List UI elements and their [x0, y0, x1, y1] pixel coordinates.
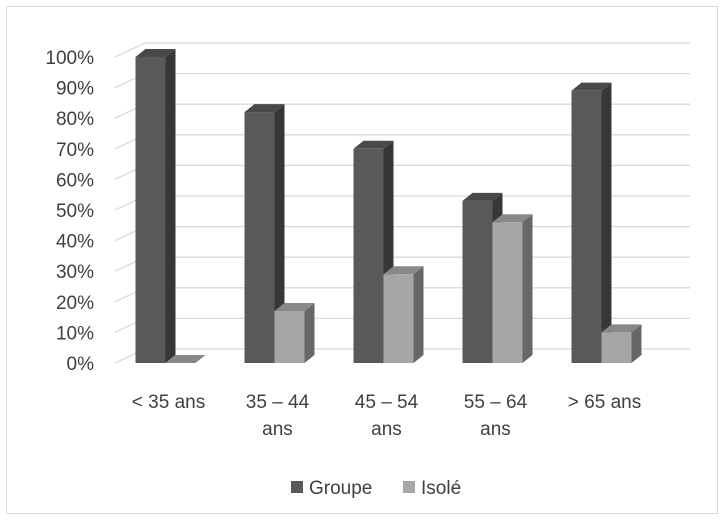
x-tick-label: 35 – 44	[246, 392, 310, 413]
bar-groupe-0	[135, 49, 176, 363]
y-tick-label: 90%	[56, 79, 94, 100]
legend-swatch	[403, 481, 415, 493]
gridline	[114, 42, 690, 58]
y-tick-label: 60%	[56, 170, 94, 191]
x-tick-label: 55 – 64	[464, 392, 528, 413]
y-tick-label: 70%	[56, 140, 94, 161]
bars	[135, 49, 642, 363]
bar-groupe-4	[571, 82, 612, 363]
bar-groupe-2	[353, 140, 394, 363]
y-tick-label: 20%	[56, 293, 94, 314]
y-tick-label: 80%	[56, 109, 94, 130]
legend-swatch	[291, 481, 303, 493]
x-tick-label: 45 – 54	[355, 392, 419, 413]
y-tick-label: 30%	[56, 262, 94, 283]
bar-groupe-1	[244, 104, 285, 363]
x-tick-label: ans	[371, 419, 402, 440]
legend: Groupe Isolé	[291, 478, 461, 499]
legend-label: Groupe	[309, 478, 372, 499]
x-tick-label: ans	[262, 419, 293, 440]
legend-label: Isolé	[421, 478, 461, 499]
y-tick-label: 50%	[56, 201, 94, 222]
x-tick-label: > 65 ans	[568, 392, 641, 413]
x-axis-labels: < 35 ans 35 – 44 ans 45 – 54 ans 55 – 64 ans > …	[132, 392, 641, 440]
y-tick-label: 10%	[56, 323, 94, 344]
x-tick-label: < 35 ans	[132, 392, 205, 413]
bar-isolé-4	[601, 324, 642, 363]
x-tick-label: ans	[480, 419, 511, 440]
y-tick-label: 40%	[56, 232, 94, 253]
y-tick-label: 100%	[45, 48, 94, 69]
y-tick-label: 0%	[67, 354, 95, 375]
bar-isolé-2	[383, 266, 424, 363]
y-axis-labels: 0% 10% 20% 30% 40% 50% 60% 70% 80% 90% 100%	[45, 48, 94, 375]
bar-isolé-3	[492, 214, 533, 363]
bar-isolé-0	[165, 355, 206, 363]
bar-isolé-1	[274, 302, 315, 363]
